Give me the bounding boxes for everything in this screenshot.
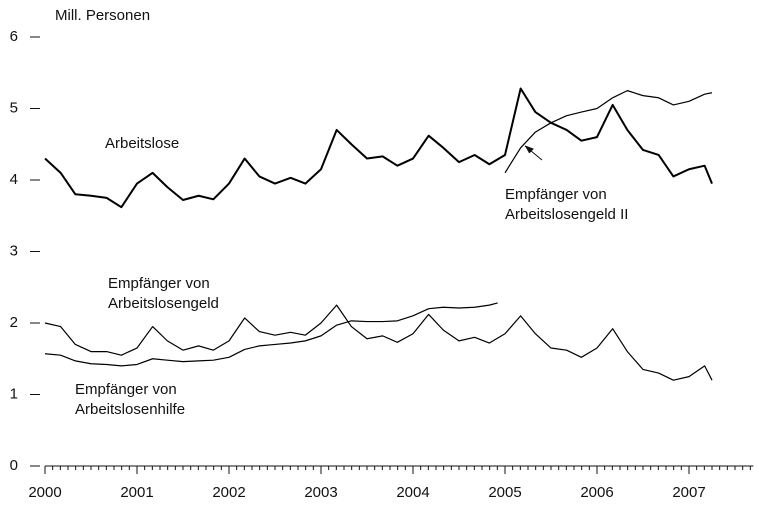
series-line [44, 304, 713, 381]
annotation: Empfänger von [505, 186, 607, 203]
series-line [504, 90, 713, 174]
y-tick-label: 2 [10, 314, 18, 331]
y-axis-label: Mill. Personen [55, 7, 150, 24]
annotation: Arbeitslosenhilfe [75, 401, 185, 418]
annotation: Arbeitslosengeld [108, 295, 219, 312]
y-tick-label: 1 [10, 385, 18, 402]
x-tick-label: 2001 [120, 484, 153, 501]
series-line [44, 87, 713, 209]
x-tick-label: 2002 [212, 484, 245, 501]
annotation: Arbeitslosengeld II [505, 206, 628, 223]
x-tick-label: 2005 [488, 484, 521, 501]
y-tick-label: 6 [10, 28, 18, 45]
x-tick-label: 2007 [672, 484, 705, 501]
y-tick-label: 4 [10, 171, 18, 188]
x-tick-label: 2003 [304, 484, 337, 501]
x-tick-label: 2004 [396, 484, 429, 501]
annotation: Empfänger von [75, 381, 177, 398]
series-line [44, 302, 498, 367]
y-tick-label: 3 [10, 242, 18, 259]
x-tick-label: 2000 [28, 484, 61, 501]
y-tick-label: 5 [10, 99, 18, 116]
annotation: Arbeitslose [105, 135, 179, 152]
y-tick-label: 0 [10, 457, 18, 474]
x-tick-label: 2006 [580, 484, 613, 501]
annotation: Empfänger von [108, 275, 210, 292]
arrow-head [524, 145, 534, 154]
